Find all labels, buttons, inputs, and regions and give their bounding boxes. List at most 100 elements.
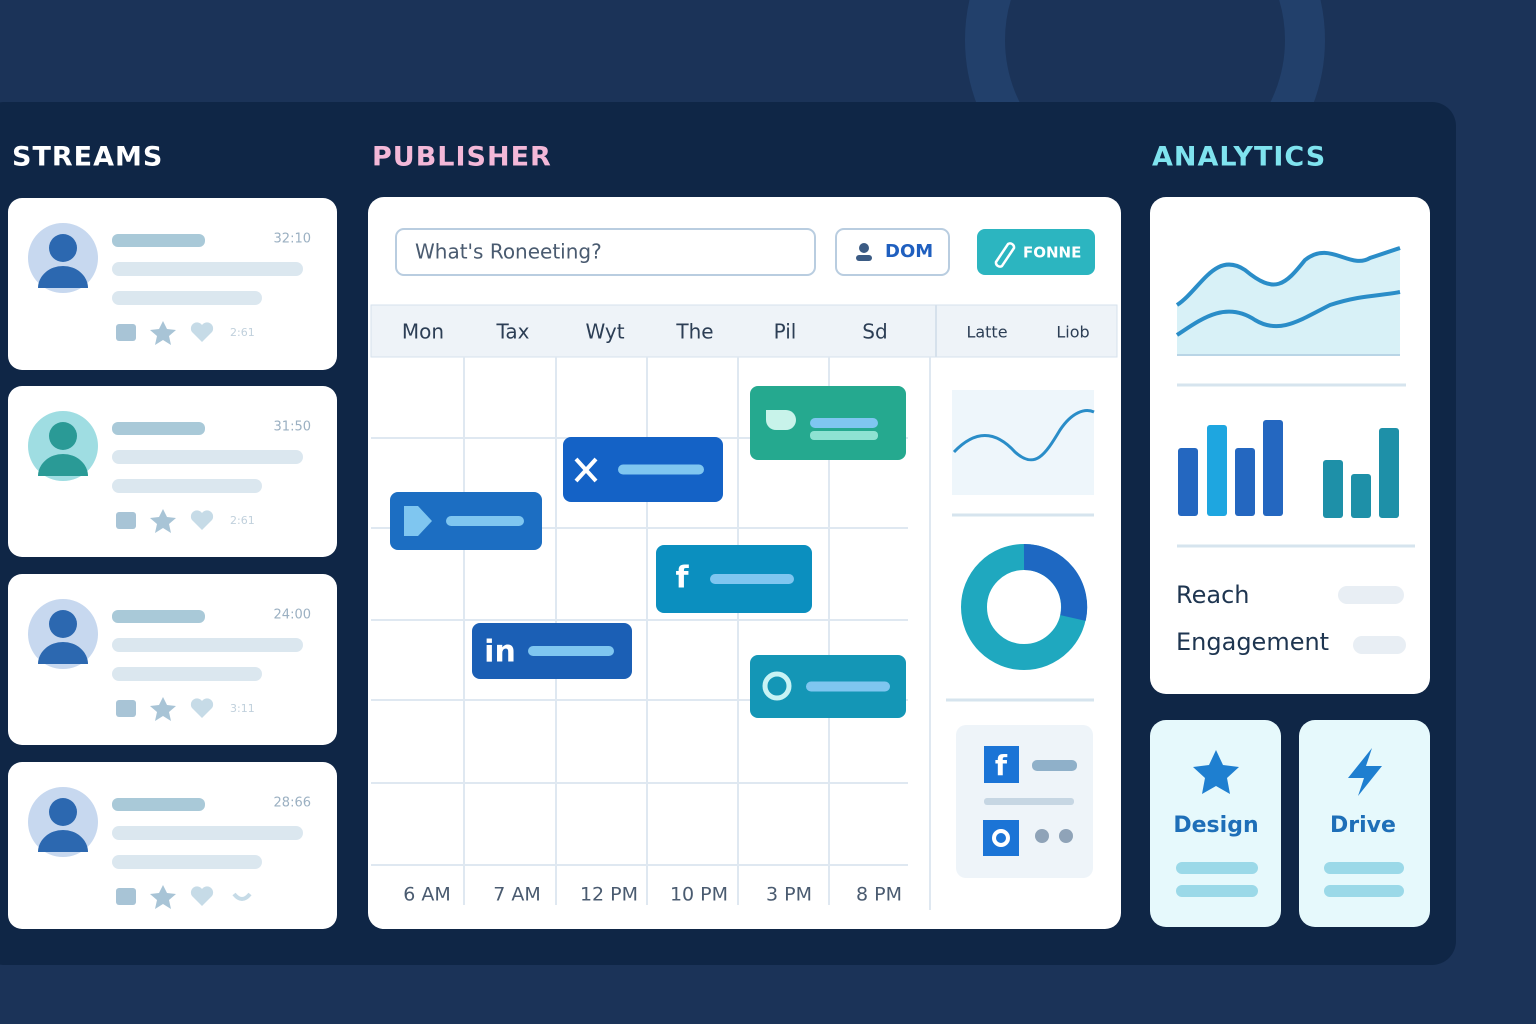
o-icon — [992, 829, 1010, 847]
action-icon — [150, 321, 176, 345]
dot — [1035, 829, 1049, 843]
stream-time: 28:66 — [274, 796, 311, 811]
avatar-head — [49, 798, 77, 826]
dom-label: DOM — [885, 241, 933, 262]
section-title: STREAMS — [12, 142, 163, 173]
stream-count: 2:61 — [230, 514, 255, 527]
text-line — [112, 450, 303, 464]
time-label: 10 PM — [670, 884, 728, 906]
user-icon — [856, 255, 872, 261]
day-label: Mon — [402, 320, 444, 344]
avatar-head — [49, 610, 77, 638]
bar — [1351, 474, 1371, 518]
action-icon — [150, 885, 176, 909]
tile-line — [1176, 885, 1258, 897]
metric-label: Reach — [1176, 581, 1249, 609]
bar — [1178, 448, 1198, 516]
compose-placeholder: What's Roneeting? — [415, 240, 602, 264]
text-line — [112, 855, 262, 869]
bar — [1207, 425, 1227, 516]
tile-label: Drive — [1330, 813, 1396, 838]
text-line — [112, 610, 205, 623]
action-icon — [150, 509, 176, 533]
text-line — [112, 291, 262, 305]
post-line — [810, 431, 878, 440]
post-icon: f — [675, 561, 689, 596]
text-line — [112, 667, 262, 681]
o-badge — [983, 820, 1019, 856]
fb-badge — [984, 746, 1019, 783]
post-line — [446, 516, 524, 526]
drive-tile[interactable] — [1299, 720, 1430, 927]
tile-line — [1324, 885, 1404, 897]
avatar-head — [49, 422, 77, 450]
avatar-body — [38, 454, 88, 476]
dot — [1059, 829, 1073, 843]
section-title: ANALYTICS — [1152, 142, 1326, 173]
mini-icon: f — [995, 749, 1008, 782]
clip-icon — [994, 242, 1016, 268]
action-icon — [190, 322, 214, 342]
post-line — [1032, 760, 1077, 771]
time-label: 12 PM — [580, 884, 638, 906]
time-label: 3 PM — [766, 884, 812, 906]
text-line — [112, 479, 262, 493]
stream-time: 31:50 — [274, 420, 311, 435]
play-icon — [404, 506, 432, 536]
area-chart — [1177, 248, 1400, 355]
tile-line — [1176, 862, 1258, 874]
text-line — [112, 234, 205, 247]
post-icon: in — [484, 635, 516, 670]
post-line — [618, 464, 704, 475]
metric-bar — [1338, 586, 1404, 604]
avatar-body — [38, 830, 88, 852]
compose-input[interactable] — [395, 228, 816, 276]
x-icon — [574, 457, 598, 483]
donut-segment — [1023, 543, 1088, 621]
bar — [1263, 420, 1283, 516]
mini-chart — [952, 390, 1094, 495]
day-label: Tax — [496, 320, 530, 344]
action-icon — [116, 512, 136, 529]
day-label: Pil — [774, 320, 797, 344]
ring-icon — [762, 671, 792, 701]
text-line — [112, 638, 303, 652]
post-line — [806, 681, 890, 692]
bar — [1235, 448, 1255, 516]
avatar-body — [38, 266, 88, 288]
action-icon — [190, 510, 214, 530]
user-icon — [859, 243, 869, 253]
stream-count: 2:61 — [230, 326, 255, 339]
area-line — [1175, 246, 1401, 307]
action-icon — [232, 892, 252, 901]
star-icon — [1193, 750, 1239, 794]
text-line — [112, 798, 205, 811]
action-icon — [150, 697, 176, 721]
action-icon — [116, 888, 136, 905]
dom-button[interactable] — [835, 228, 950, 276]
streams-column: 32:10 2:61 31:50 2:61 24:00 3:11 28:66 — [8, 198, 337, 929]
day-label: Sd — [862, 320, 887, 344]
tile-line — [1324, 862, 1404, 874]
bar — [1323, 460, 1343, 518]
post-line — [710, 574, 794, 584]
action-icon — [190, 886, 214, 906]
calendar-header — [370, 304, 1118, 358]
post-line — [810, 418, 878, 428]
text-line — [112, 826, 303, 840]
day-label: Liob — [1056, 323, 1089, 342]
bolt-icon — [1348, 748, 1382, 796]
time-label: 6 AM — [403, 884, 451, 906]
avatar-head — [49, 234, 77, 262]
brand-icon — [766, 410, 796, 430]
text-line — [112, 422, 205, 435]
metric-bar — [1353, 636, 1406, 654]
tile-label: Design — [1173, 813, 1258, 838]
design-tile[interactable] — [1150, 720, 1281, 927]
day-label: Wyt — [585, 320, 624, 344]
section-title: PUBLISHER — [372, 142, 552, 173]
stream-count: 3:11 — [230, 702, 255, 715]
post-button[interactable] — [977, 229, 1095, 275]
post-label: FONNE — [1023, 244, 1081, 262]
